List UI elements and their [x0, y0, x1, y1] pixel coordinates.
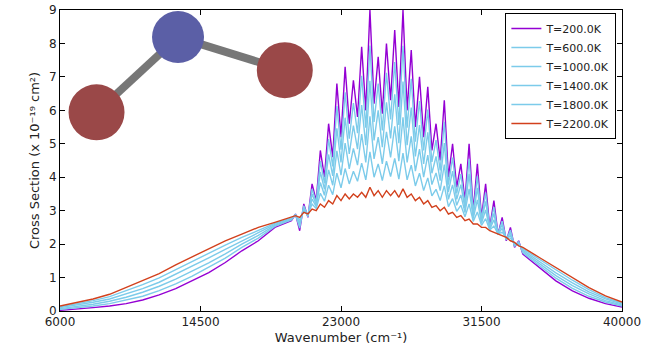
svg-text:6000: 6000	[45, 315, 76, 329]
svg-text:8: 8	[49, 37, 57, 51]
svg-text:T=2200.0K: T=2200.0K	[545, 118, 608, 131]
svg-text:31500: 31500	[462, 315, 500, 329]
svg-text:T=1000.0K: T=1000.0K	[545, 61, 608, 74]
svg-text:1: 1	[49, 271, 57, 285]
svg-text:23000: 23000	[322, 315, 360, 329]
svg-text:40000: 40000	[603, 315, 641, 329]
svg-text:9: 9	[49, 3, 57, 17]
svg-text:T=200.0K: T=200.0K	[545, 23, 601, 36]
svg-text:7: 7	[49, 70, 57, 84]
svg-text:T=600.0K: T=600.0K	[545, 42, 601, 55]
svg-text:T=1400.0K: T=1400.0K	[545, 80, 608, 93]
svg-text:0: 0	[49, 304, 57, 318]
svg-text:5: 5	[49, 137, 57, 151]
svg-text:4: 4	[49, 170, 57, 184]
svg-text:2: 2	[49, 237, 57, 251]
svg-text:Cross Section (x 10⁻¹⁹ cm²): Cross Section (x 10⁻¹⁹ cm²)	[27, 72, 42, 249]
svg-text:6: 6	[49, 104, 57, 118]
svg-text:14500: 14500	[181, 315, 219, 329]
svg-text:Wavenumber (cm⁻¹): Wavenumber (cm⁻¹)	[275, 330, 408, 345]
svg-text:3: 3	[49, 204, 57, 218]
svg-text:T=1800.0K: T=1800.0K	[545, 99, 608, 112]
